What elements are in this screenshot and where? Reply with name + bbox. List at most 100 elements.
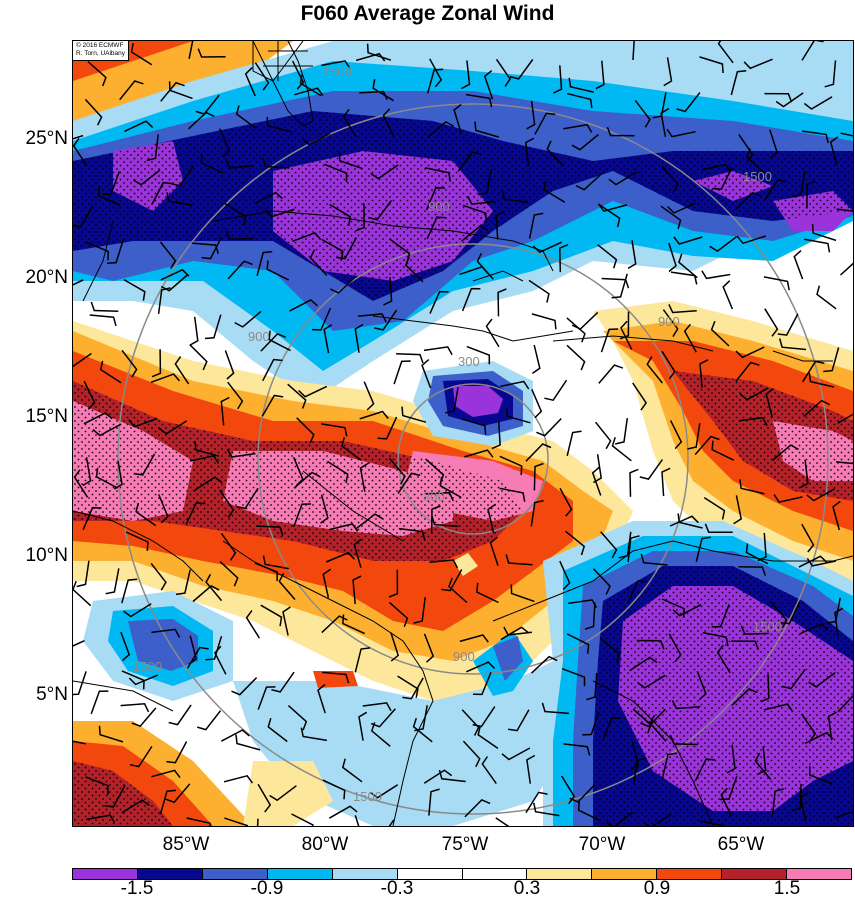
wind-barb xyxy=(764,179,787,201)
wind-barb xyxy=(764,92,793,103)
wind-barb xyxy=(736,235,767,245)
wind-barb xyxy=(352,575,362,605)
wind-barb xyxy=(370,164,399,180)
wind-barb xyxy=(695,536,712,562)
wind-barb xyxy=(806,488,835,502)
wind-barb xyxy=(293,503,312,527)
wind-barb xyxy=(121,799,150,814)
lat-label-15n: 15°N xyxy=(25,406,68,427)
wind-barb xyxy=(292,232,322,243)
wind-barb xyxy=(605,811,634,826)
wind-barb xyxy=(667,202,697,214)
wind-barb xyxy=(733,495,743,525)
wind-barb xyxy=(711,604,730,628)
wind-barb xyxy=(509,59,534,80)
wind-barb xyxy=(477,725,499,750)
wind-barb xyxy=(702,163,732,173)
map-panel[interactable]: 300 300 900 900 900 900 1500 1500 1500 1… xyxy=(72,40,854,827)
wind-barb xyxy=(474,121,500,138)
wind-barb xyxy=(660,107,670,137)
wind-barb xyxy=(223,774,254,784)
wind-barb xyxy=(666,128,696,138)
wind-barb xyxy=(803,96,833,110)
wind-barb xyxy=(120,631,131,662)
wind-barb xyxy=(500,380,530,390)
lat-label-20n: 20°N xyxy=(25,267,68,288)
wind-barb xyxy=(128,674,158,686)
range-rings xyxy=(117,103,829,815)
wind-barb xyxy=(425,186,445,211)
wind-barb xyxy=(745,543,769,565)
wind-barb xyxy=(205,573,223,602)
wind-barb xyxy=(429,58,443,88)
wind-barb xyxy=(82,506,102,531)
wind-barb xyxy=(619,311,630,340)
lon-label-65w: 65°W xyxy=(717,834,765,855)
wind-barb xyxy=(160,274,188,292)
wind-barb xyxy=(130,43,153,66)
wind-barb xyxy=(808,372,835,388)
wind-barb xyxy=(571,311,599,330)
wind-barb xyxy=(731,640,760,650)
wind-barb xyxy=(726,744,736,774)
wind-barb xyxy=(640,553,668,566)
wind-barb xyxy=(328,805,358,819)
wind-barb xyxy=(322,779,346,800)
wind-barb xyxy=(428,788,440,816)
map-title: F060 Average Zonal Wind xyxy=(300,2,555,25)
wind-barb xyxy=(591,466,602,496)
wind-barb xyxy=(431,515,459,528)
wind-barb xyxy=(291,60,305,90)
wind-barb xyxy=(568,77,594,93)
wind-barb xyxy=(423,346,453,356)
wind-barb xyxy=(398,527,426,541)
colorbar-label-6: 1.5 xyxy=(773,878,801,899)
wind-barb xyxy=(533,462,544,491)
wind-barb xyxy=(429,290,449,314)
wind-barb xyxy=(388,569,399,598)
wind-barb xyxy=(534,112,556,135)
wind-barb xyxy=(235,105,257,129)
wind-barb xyxy=(663,57,673,87)
wind-barb xyxy=(325,551,356,563)
wind-barb xyxy=(561,667,586,687)
wind-barb xyxy=(632,382,648,411)
wind-barb xyxy=(245,610,261,639)
wind-barb xyxy=(151,769,181,779)
wind-barb xyxy=(448,577,468,604)
wind-barb xyxy=(265,208,295,218)
wind-barb xyxy=(702,631,729,647)
wind-barb xyxy=(461,60,471,90)
wind-barb xyxy=(499,455,523,476)
wind-barb xyxy=(128,417,158,428)
wind-barb xyxy=(730,69,747,96)
wind-barb xyxy=(611,436,632,462)
wind-barb xyxy=(220,532,237,561)
wind-barb xyxy=(291,813,314,826)
wind-barb xyxy=(569,784,596,803)
wind-barb xyxy=(262,555,290,570)
wind-barb xyxy=(73,134,84,140)
wind-barb xyxy=(342,614,366,635)
wind-barb xyxy=(483,70,494,100)
wind-barb xyxy=(227,381,244,410)
wind-barb xyxy=(323,324,333,354)
wind-barb xyxy=(709,236,738,253)
wind-barb xyxy=(294,87,324,96)
wind-barb xyxy=(236,487,259,510)
wind-barb xyxy=(355,52,386,62)
wind-barb xyxy=(254,191,283,205)
wind-barb xyxy=(782,668,806,690)
wind-barb xyxy=(87,61,107,87)
wind-barb xyxy=(646,356,663,384)
wind-barb xyxy=(402,677,424,700)
wind-barb xyxy=(125,531,149,552)
wind-barb xyxy=(461,709,480,736)
wind-barb xyxy=(186,646,209,669)
wind-barb xyxy=(461,224,489,242)
wind-barb xyxy=(829,136,839,166)
wind-barb xyxy=(317,683,326,714)
wind-barb xyxy=(669,515,699,527)
ring-label-mid-left: 900 xyxy=(248,329,270,344)
wind-barb xyxy=(464,799,491,818)
